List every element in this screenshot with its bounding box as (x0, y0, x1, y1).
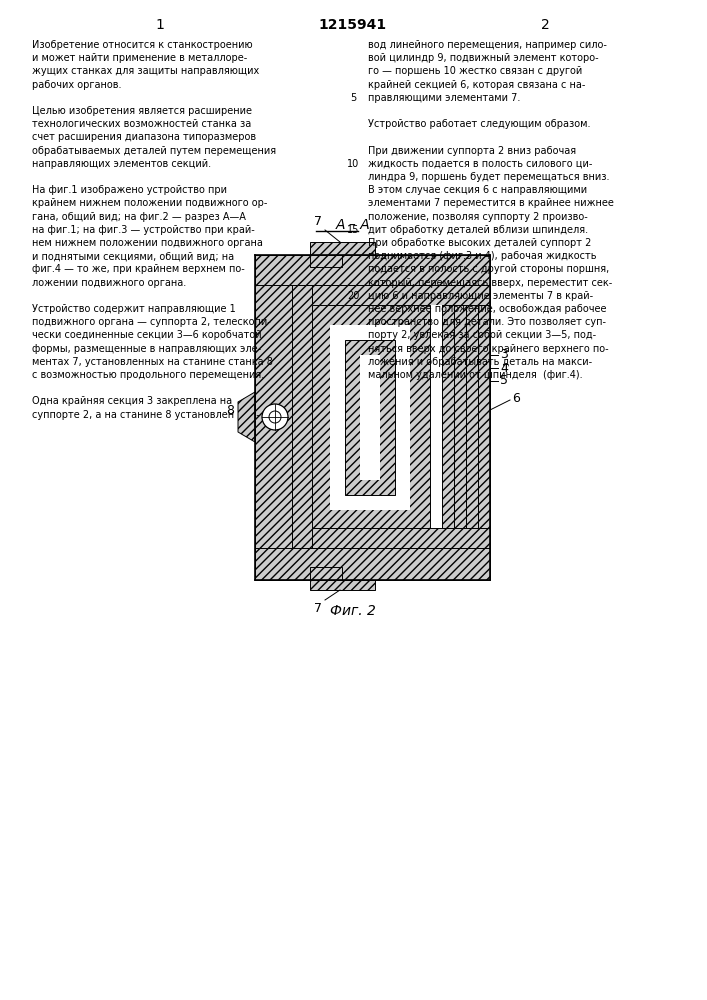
Bar (330, 325, 410, 510)
Text: 8: 8 (226, 403, 234, 416)
Text: ментах 7, установленных на станине станка 8: ментах 7, установленных на станине станк… (32, 357, 273, 367)
Text: 6: 6 (512, 392, 520, 406)
Text: 1215941: 1215941 (319, 18, 387, 32)
Bar (312, 305, 430, 528)
Bar (312, 285, 490, 305)
Text: вой цилиндр 9, подвижный элемент которо-: вой цилиндр 9, подвижный элемент которо- (368, 53, 599, 63)
Text: чески соединенные секции 3—6 коробчатой: чески соединенные секции 3—6 коробчатой (32, 330, 262, 340)
Text: 3: 3 (500, 349, 508, 361)
Text: дит обработку деталей вблизи шпинделя.: дит обработку деталей вблизи шпинделя. (368, 225, 588, 235)
Text: линдра 9, поршень будет перемещаться вниз.: линдра 9, поршень будет перемещаться вни… (368, 172, 609, 182)
Text: жидкость подается в полость силового ци-: жидкость подается в полость силового ци- (368, 159, 592, 169)
Text: Устройство работает следующим образом.: Устройство работает следующим образом. (368, 119, 590, 129)
Text: Устройство содержит направляющие 1: Устройство содержит направляющие 1 (32, 304, 235, 314)
Text: 1: 1 (156, 18, 165, 32)
Text: поднимается (фиг.3 и 4), рабочая жидкость: поднимается (фиг.3 и 4), рабочая жидкост… (368, 251, 597, 261)
Text: суппорте 2, а на станине 8 установлен при-: суппорте 2, а на станине 8 установлен пр… (32, 410, 259, 420)
Text: и поднятыми секциями, общий вид; на: и поднятыми секциями, общий вид; на (32, 251, 234, 261)
Text: подается в полость с другой стороны поршня,: подается в полость с другой стороны порш… (368, 264, 609, 274)
Text: с возможностью продольного перемещения.: с возможностью продольного перемещения. (32, 370, 264, 380)
Text: При движении суппорта 2 вниз рабочая: При движении суппорта 2 вниз рабочая (368, 146, 576, 156)
Text: элементами 7 переместится в крайнее нижнее: элементами 7 переместится в крайнее нижн… (368, 198, 614, 208)
Text: 20: 20 (347, 291, 359, 301)
Bar (330, 325, 410, 510)
Text: направляющих элементов секций.: направляющих элементов секций. (32, 159, 211, 169)
Bar (255, 255, 292, 580)
Text: нем нижнем положении подвижного органа: нем нижнем положении подвижного органа (32, 238, 263, 248)
Text: на фиг.1; на фиг.3 — устройство при край-: на фиг.1; на фиг.3 — устройство при край… (32, 225, 255, 235)
Text: технологических возможностей станка за: технологических возможностей станка за (32, 119, 251, 129)
Text: обрабатываемых деталей путем перемещения: обрабатываемых деталей путем перемещения (32, 146, 276, 156)
Text: вод линейного перемещения, например сило-: вод линейного перемещения, например сило… (368, 40, 607, 50)
Bar (310, 567, 342, 580)
Text: ложения и обрабатывать деталь на макси-: ложения и обрабатывать деталь на макси- (368, 357, 592, 367)
Text: порту 2, увлекая за собой секции 3—5, под-: порту 2, увлекая за собой секции 3—5, по… (368, 330, 596, 340)
Text: жущих станках для защиты направляющих: жущих станках для защиты направляющих (32, 66, 259, 76)
Text: рабочих органов.: рабочих органов. (32, 80, 122, 90)
Text: 4: 4 (500, 361, 508, 374)
Text: 5: 5 (500, 374, 508, 387)
Text: няться вверх до своего крайнего верхнего по-: няться вверх до своего крайнего верхнего… (368, 344, 609, 354)
Text: Целью изобретения является расширение: Целью изобретения является расширение (32, 106, 252, 116)
Bar (330, 325, 410, 510)
Text: цию 6 и направляющие элементы 7 в край-: цию 6 и направляющие элементы 7 в край- (368, 291, 593, 301)
Text: мальном удалении от шпинделя  (фиг.4).: мальном удалении от шпинделя (фиг.4). (368, 370, 583, 380)
Text: А – А: А – А (336, 218, 370, 232)
Text: нее верхнее положение, освобождая рабочее: нее верхнее положение, освобождая рабоче… (368, 304, 607, 314)
Text: 15: 15 (347, 225, 359, 235)
Text: При обработке высоких деталей суппорт 2: При обработке высоких деталей суппорт 2 (368, 238, 591, 248)
Bar (312, 528, 490, 548)
Text: го — поршень 10 жестко связан с другой: го — поршень 10 жестко связан с другой (368, 66, 583, 76)
Text: На фиг.1 изображено устройство при: На фиг.1 изображено устройство при (32, 185, 227, 195)
Bar (255, 548, 490, 580)
Text: 2: 2 (541, 18, 549, 32)
Text: Фиг. 2: Фиг. 2 (330, 604, 376, 618)
Bar (312, 305, 442, 528)
Text: ложении подвижного органа.: ложении подвижного органа. (32, 278, 186, 288)
Bar (310, 580, 375, 590)
Polygon shape (238, 392, 255, 442)
Text: формы, размещенные в направляющих эле-: формы, размещенные в направляющих эле- (32, 344, 261, 354)
Text: и может найти применение в металлоре-: и может найти применение в металлоре- (32, 53, 247, 63)
Bar (312, 305, 430, 528)
Text: пространство для детали. Это позволяет суп-: пространство для детали. Это позволяет с… (368, 317, 606, 327)
Text: который, перемещаясь вверх, переместит сек-: который, перемещаясь вверх, переместит с… (368, 278, 612, 288)
Circle shape (262, 404, 288, 430)
Bar (255, 255, 490, 285)
Text: 10: 10 (347, 159, 359, 169)
Text: положение, позволяя суппорту 2 произво-: положение, позволяя суппорту 2 произво- (368, 212, 588, 222)
Text: правляющими элементами 7.: правляющими элементами 7. (368, 93, 520, 103)
Bar (442, 305, 454, 528)
Text: 7: 7 (314, 602, 322, 615)
Bar (312, 305, 442, 528)
Text: крайнем нижнем положении подвижного ор-: крайнем нижнем положении подвижного ор- (32, 198, 267, 208)
Text: 5: 5 (350, 93, 356, 103)
Bar (345, 340, 395, 495)
Text: В этом случае секция 6 с направляющими: В этом случае секция 6 с направляющими (368, 185, 587, 195)
Bar (454, 305, 466, 528)
Text: гана, общий вид; на фиг.2 — разрез А—А: гана, общий вид; на фиг.2 — разрез А—А (32, 212, 246, 222)
Text: подвижного органа — суппорта 2, телескопи-: подвижного органа — суппорта 2, телескоп… (32, 317, 271, 327)
Bar (360, 355, 380, 480)
Text: Изобретение относится к станкостроению: Изобретение относится к станкостроению (32, 40, 252, 50)
Bar (348, 343, 392, 492)
Bar (292, 285, 312, 548)
Bar (466, 305, 478, 528)
Bar (310, 255, 342, 267)
Text: фиг.4 — то же, при крайнем верхнем по-: фиг.4 — то же, при крайнем верхнем по- (32, 264, 245, 274)
Bar (478, 305, 490, 528)
Text: крайней секцией 6, которая связана с на-: крайней секцией 6, которая связана с на- (368, 80, 585, 90)
Text: счет расширения диапазона типоразмеров: счет расширения диапазона типоразмеров (32, 132, 256, 142)
Text: Одна крайняя секция 3 закреплена на: Одна крайняя секция 3 закреплена на (32, 396, 232, 406)
Text: 7: 7 (314, 215, 322, 228)
Bar (310, 242, 375, 255)
